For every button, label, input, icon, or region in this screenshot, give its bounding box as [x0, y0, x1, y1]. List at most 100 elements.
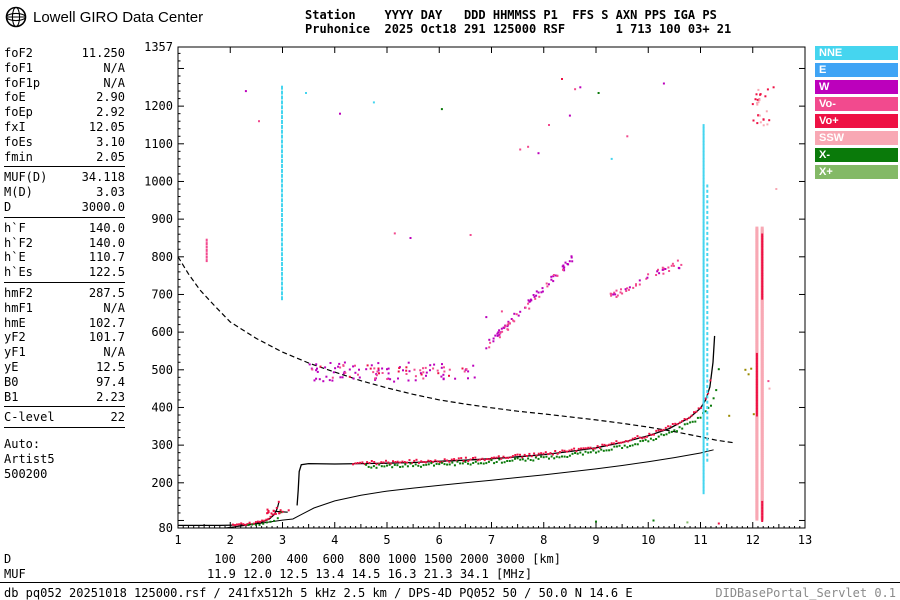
param-row-yf1: yF1 N/A [4, 345, 125, 360]
y-tick-label: 1200 [144, 99, 173, 113]
param-label: foF2 [4, 46, 33, 60]
e-trace [178, 502, 280, 527]
param-row-hf: h`F 140.0 [4, 221, 125, 236]
y-tick-label: 1357 [144, 40, 173, 54]
param-row-mufd: MUF(D) 34.118 [4, 170, 125, 185]
param-row-yf2: yF2 101.7 [4, 330, 125, 345]
param-row-fmin: fmin 2.05 [4, 150, 125, 165]
param-value: 11.250 [81, 46, 125, 60]
param-row-foe: foE 2.90 [4, 90, 125, 105]
param-row-he: h`E 110.7 [4, 250, 125, 265]
x-tick-label: 2 [227, 533, 234, 547]
param-row-fof2: foF2 11.250 [4, 46, 125, 61]
param-row-b0: B0 97.4 [4, 375, 125, 390]
param-value: 140.0 [88, 235, 125, 250]
autoscaling-line-2: 500200 [4, 466, 48, 481]
param-label: foF1 [4, 60, 33, 75]
distance-row: D 100 200 400 600 800 1000 1500 2000 300… [4, 552, 561, 566]
param-value: N/A [103, 345, 125, 360]
plot-frame [177, 46, 806, 529]
param-value: 97.4 [96, 374, 125, 389]
legend-item-vo: Vo+ [815, 114, 898, 128]
param-row-ye: yE 12.5 [4, 360, 125, 375]
distance-row-values: 100 200 400 600 800 1000 1500 2000 3000 … [207, 552, 562, 566]
param-value: 12.5 [96, 359, 125, 374]
autoscaling-block: Auto: Artist5 500200 [4, 437, 125, 481]
param-value: 22 [110, 410, 125, 425]
x-tick-label: 12 [746, 533, 760, 547]
param-label: M(D) [4, 185, 33, 200]
param-label: h`F2 [4, 235, 33, 250]
param-label: MUF(D) [4, 170, 48, 185]
y-tick-label: 300 [151, 438, 173, 452]
giro-globe-icon [5, 6, 27, 28]
param-label: C-level [4, 410, 55, 425]
param-value: 3.03 [96, 185, 125, 200]
param-value: 2.05 [96, 149, 125, 164]
param-label: foEp [4, 105, 33, 120]
x-tick-label: 13 [798, 533, 812, 547]
param-row-hme: hmE 102.7 [4, 316, 125, 331]
param-label: yF2 [4, 330, 26, 345]
x-tick-label: 4 [331, 533, 338, 547]
param-label: fmin [4, 149, 33, 164]
x-tick-label: 6 [436, 533, 443, 547]
muf-row-values: 11.9 12.0 12.5 13.4 14.5 16.3 21.3 34.1 … [207, 567, 533, 581]
x-tick-label: 11 [693, 533, 707, 547]
station-info: Station YYYY DAY DDD HHMMSS P1 FFS S AXN… [305, 8, 731, 36]
y-tick-label: 600 [151, 325, 173, 339]
param-row-fof1p: foF1p N/A [4, 76, 125, 91]
panel-divider [4, 427, 125, 429]
legend-item-x: X+ [815, 165, 898, 179]
y-tick-label: 200 [151, 476, 173, 490]
station-info-header-row: Station YYYY DAY DDD HHMMSS P1 FFS S AXN… [305, 8, 717, 22]
legend-item-vo: Vo- [815, 97, 898, 111]
y-tick-label: 1000 [144, 174, 173, 188]
param-label: fxI [4, 119, 26, 134]
y-tick-label: 400 [151, 400, 173, 414]
true-height-profile [224, 449, 714, 529]
param-value: 3000.0 [81, 199, 125, 214]
param-label: h`F [4, 220, 26, 235]
param-label: foEs [4, 134, 33, 149]
distance-row-label: D [4, 552, 12, 566]
param-row-clevel: C-level 22 [4, 410, 125, 425]
legend-item-x: X- [815, 148, 898, 162]
param-value: 287.5 [88, 285, 125, 300]
param-label: hmF2 [4, 285, 33, 300]
param-row-hmf1: hmF1 N/A [4, 301, 125, 316]
param-row-foes: foEs 3.10 [4, 135, 125, 150]
param-value: N/A [103, 60, 125, 75]
x-tick-label: 5 [383, 533, 390, 547]
f-trace [296, 335, 716, 506]
logo-text: Lowell GIRO Data Center [33, 8, 204, 26]
param-value: N/A [103, 300, 125, 315]
param-row-hmf2: hmF2 287.5 [4, 286, 125, 301]
lowell-giro-logo: Lowell GIRO Data Center [4, 5, 203, 29]
param-row-hf2: h`F2 140.0 [4, 236, 125, 251]
status-bar: db pq052 20251018 125000.rsf / 241fx512h… [0, 582, 900, 600]
panel-divider [4, 166, 125, 168]
legend-item-w: W [815, 80, 898, 94]
panel-divider [4, 281, 125, 283]
parameter-panel: foF2 11.250 foF1 N/A foF1p N/A foE 2.90 foEp 2.92… [4, 46, 125, 482]
y-tick-label: 1100 [144, 137, 173, 151]
x-tick-label: 1 [174, 533, 181, 547]
param-row-foep: foEp 2.92 [4, 105, 125, 120]
param-value: 34.118 [81, 170, 125, 185]
param-value: N/A [103, 75, 125, 90]
param-label: foE [4, 90, 26, 105]
status-file-info: db pq052 20251018 125000.rsf / 241fx512h… [4, 586, 633, 600]
x-tick-label: 7 [488, 533, 495, 547]
muf-row: MUF 11.9 12.0 12.5 13.4 14.5 16.3 21.3 34… [4, 567, 532, 581]
panel-divider [4, 216, 125, 218]
param-label: hmE [4, 315, 26, 330]
param-value: 2.92 [96, 105, 125, 120]
param-row-hes: h`Es 122.5 [4, 265, 125, 280]
param-label: B1 [4, 389, 19, 404]
param-value: 122.5 [88, 265, 125, 280]
muf-transmission-curve [177, 256, 736, 444]
param-value: 102.7 [88, 315, 125, 330]
autoscaling-line-0: Auto: [4, 437, 41, 452]
